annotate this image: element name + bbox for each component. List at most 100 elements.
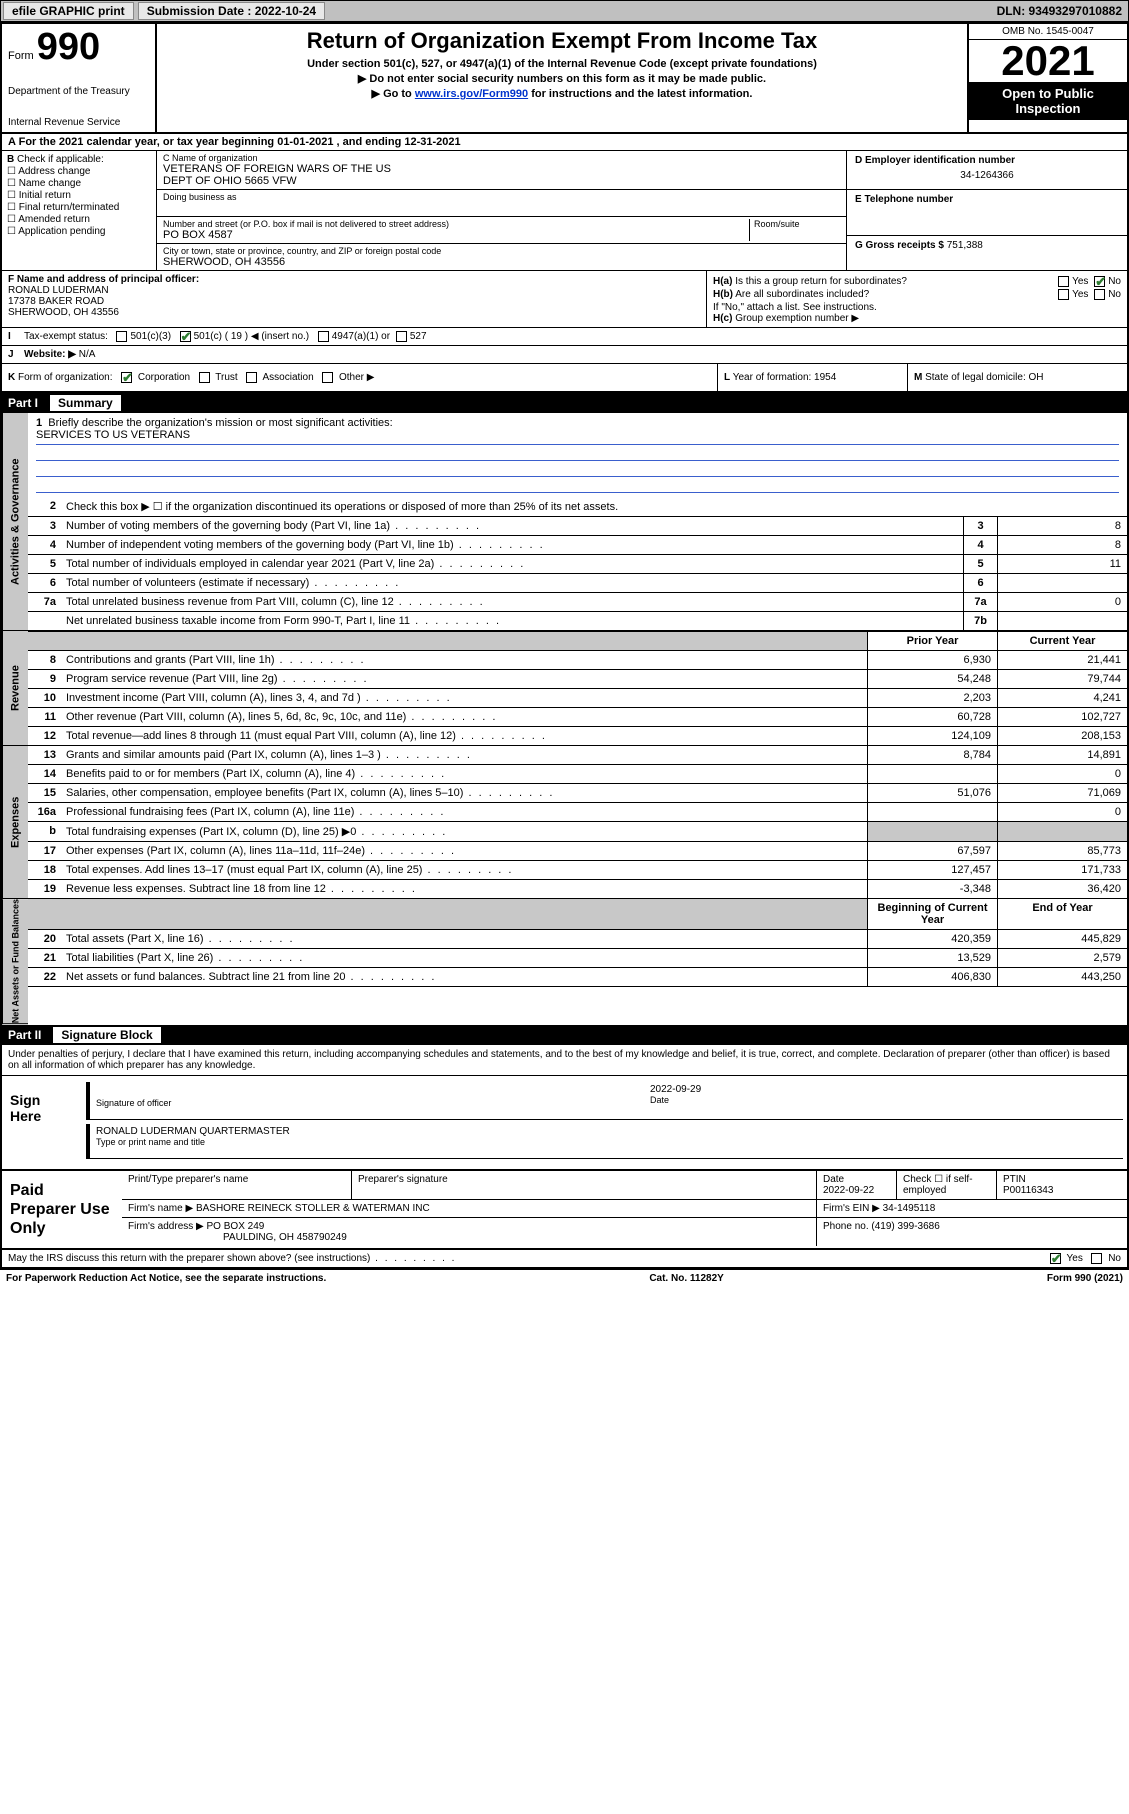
firm-phone-label: Phone no. [823,1221,869,1232]
header-middle: Return of Organization Exempt From Incom… [157,24,967,132]
page-footer: For Paperwork Reduction Act Notice, see … [0,1270,1129,1287]
k-corp-checkbox[interactable] [121,372,132,383]
row-j: J Website: ▶ N/A [2,346,1127,364]
table-row: 17Other expenses (Part IX, column (A), l… [28,842,1127,861]
paid-preparer-label: Paid Preparer Use Only [2,1171,122,1249]
section-fh: F Name and address of principal officer:… [2,271,1127,328]
table-row: 7aTotal unrelated business revenue from … [28,593,1127,612]
subtitle-ssn: Do not enter social security numbers on … [165,72,959,85]
section-revenue: Revenue Prior Year Current Year 8Contrib… [2,631,1127,746]
room-label: Room/suite [754,219,840,229]
box-b: B Check if applicable: ☐ Address change … [2,151,157,270]
submission-date-button[interactable]: Submission Date : 2022-10-24 [138,2,325,20]
tax-year: 2021 [969,40,1127,82]
subtitle-section: Under section 501(c), 527, or 4947(a)(1)… [165,58,959,70]
irs-label: Internal Revenue Service [8,117,149,128]
mission-q: Briefly describe the organization's miss… [48,417,392,429]
hb-note: If "No," attach a list. See instructions… [713,302,1121,313]
mission-text: SERVICES TO US VETERANS [36,429,1119,445]
opt-initial-return[interactable]: ☐ Initial return [7,190,151,201]
i-527-checkbox[interactable] [396,331,407,342]
paid-preparer-block: Paid Preparer Use Only Print/Type prepar… [2,1171,1127,1251]
dba-label: Doing business as [163,192,840,202]
hc-label: Group exemption number ▶ [735,313,859,324]
part2-num: Part II [8,1028,49,1042]
k-other-checkbox[interactable] [322,372,333,383]
sign-here-label: Sign Here [2,1076,82,1169]
opt-name-change[interactable]: ☐ Name change [7,178,151,189]
k-trust-checkbox[interactable] [199,372,210,383]
org-name-2: DEPT OF OHIO 5665 VFW [163,175,840,187]
phone-label: E Telephone number [855,194,1119,205]
form-number: 990 [37,26,100,68]
efile-graphic-button[interactable]: efile GRAPHIC print [3,2,134,20]
hb-no-checkbox[interactable] [1094,289,1105,300]
sig-officer-label: Signature of officer [96,1098,171,1108]
section-net-assets: Net Assets or Fund Balances Beginning of… [2,899,1127,1024]
row-klm: K Form of organization: Corporation Trus… [2,364,1127,393]
preparer-sig-hdr: Preparer's signature [352,1171,817,1199]
table-row: 19Revenue less expenses. Subtract line 1… [28,880,1127,899]
table-row: 20Total assets (Part X, line 16)420,3594… [28,930,1127,949]
table-row: 6Total number of volunteers (estimate if… [28,574,1127,593]
table-row: 3Number of voting members of the governi… [28,517,1127,536]
mission-blank2 [36,461,1119,477]
table-row: 16aProfessional fundraising fees (Part I… [28,803,1127,822]
expenses-vlabel: Expenses [2,746,28,899]
begin-year-hdr: Beginning of Current Year [867,899,997,929]
discuss-yes-checkbox[interactable] [1050,1253,1061,1264]
goto-post: for instructions and the latest informat… [528,88,752,100]
gross-receipts-label: G Gross receipts $ [855,240,944,251]
table-row: Net unrelated business taxable income fr… [28,612,1127,631]
irs-link[interactable]: www.irs.gov/Form990 [415,88,528,100]
row-a-text: For the 2021 calendar year, or tax year … [19,136,461,148]
cat-no: Cat. No. 11282Y [649,1273,723,1284]
goto-pre: Go to [383,88,415,100]
opt-amended-return[interactable]: ☐ Amended return [7,214,151,225]
address-value: PO BOX 4587 [163,229,745,241]
open-to-public: Open to Public Inspection [969,82,1127,120]
table-row: 2Check this box ▶ ☐ if the organization … [28,497,1127,517]
end-year-hdr: End of Year [997,899,1127,929]
ha-label: Is this a group return for subordinates? [735,276,907,287]
irs-discuss-q: May the IRS discuss this return with the… [8,1253,456,1264]
hb-yes-checkbox[interactable] [1058,289,1069,300]
gross-receipts-value: 751,388 [947,240,983,251]
k-assoc-checkbox[interactable] [246,372,257,383]
section-bcdefg: B Check if applicable: ☐ Address change … [2,151,1127,271]
form-ref: Form 990 (2021) [1047,1273,1123,1284]
table-row: 15Salaries, other compensation, employee… [28,784,1127,803]
table-row: 18Total expenses. Add lines 13–17 (must … [28,861,1127,880]
table-row: 22Net assets or fund balances. Subtract … [28,968,1127,987]
mission-block: 1 Briefly describe the organization's mi… [28,413,1127,497]
header-right: OMB No. 1545-0047 2021 Open to Public In… [967,24,1127,132]
i-501c3-checkbox[interactable] [116,331,127,342]
officer-addr1: 17378 BAKER ROAD [8,296,700,307]
dln-label: DLN: 93493297010882 [997,4,1128,18]
i-4947-checkbox[interactable] [318,331,329,342]
ha-no-checkbox[interactable] [1094,276,1105,287]
officer-print-name: RONALD LUDERMAN QUARTERMASTER [96,1126,1117,1137]
form-frame: Form 990 Department of the Treasury Inte… [0,22,1129,1270]
irs-discuss-row: May the IRS discuss this return with the… [2,1250,1127,1268]
preparer-name-hdr: Print/Type preparer's name [122,1171,352,1199]
ha-yes-checkbox[interactable] [1058,276,1069,287]
section-expenses: Expenses 13Grants and similar amounts pa… [2,746,1127,899]
tax-exempt-label: Tax-exempt status: [24,331,108,342]
self-employed-hdr: Check ☐ if self-employed [897,1171,997,1199]
i-501c-checkbox[interactable] [180,331,191,342]
row-a-tax-year: A For the 2021 calendar year, or tax yea… [2,134,1127,151]
table-row: 13Grants and similar amounts paid (Part … [28,746,1127,765]
box-c: C Name of organization VETERANS OF FOREI… [157,151,847,270]
mission-blank3 [36,477,1119,493]
ptin-val: P00116343 [1003,1185,1053,1196]
opt-address-change[interactable]: ☐ Address change [7,166,151,177]
opt-final-return[interactable]: ☐ Final return/terminated [7,202,151,213]
hb-label: Are all subordinates included? [735,289,869,300]
discuss-no-checkbox[interactable] [1091,1253,1102,1264]
opt-application-pending[interactable]: ☐ Application pending [7,226,151,237]
sig-date-value: 2022-09-29 [650,1084,701,1095]
website-value: N/A [79,349,96,360]
governance-vlabel: Activities & Governance [2,413,28,631]
net-vlabel: Net Assets or Fund Balances [2,899,28,1024]
